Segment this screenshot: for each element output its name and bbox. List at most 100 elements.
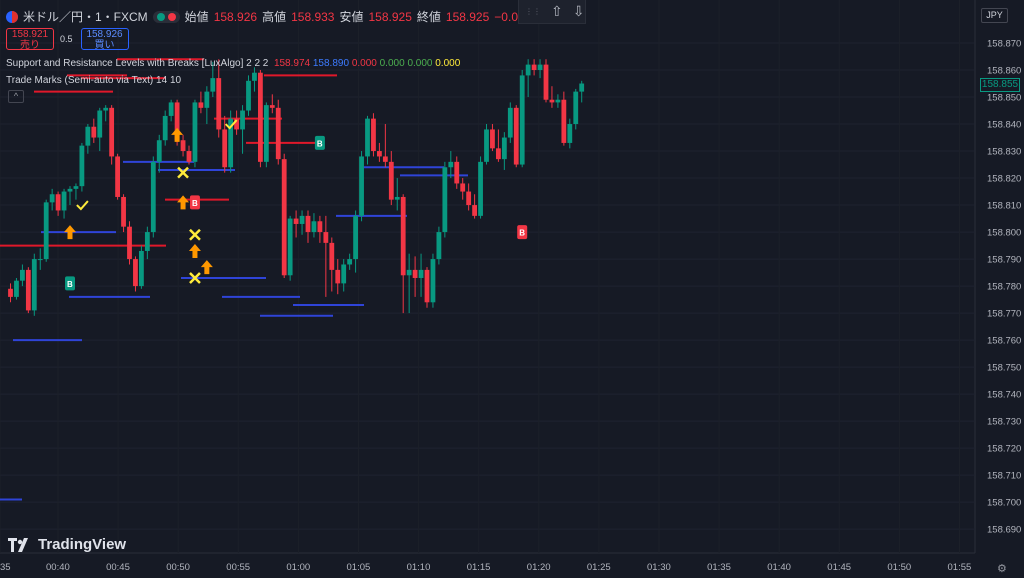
candle	[210, 61, 216, 98]
symbol-title[interactable]: 米ドル／円・1・FXCM	[23, 10, 148, 24]
candle-body	[329, 242, 335, 270]
candle-body	[353, 215, 358, 260]
candle-body	[228, 118, 234, 168]
candle	[406, 253, 412, 314]
candle	[55, 191, 61, 216]
break-badge	[517, 225, 528, 240]
sell-button[interactable]: 158.921 売り	[6, 28, 54, 50]
break-badge-label: B	[317, 139, 323, 148]
candle	[79, 142, 85, 192]
candle	[299, 210, 305, 235]
candle	[472, 194, 477, 219]
indicator-sr-legend[interactable]: Support and Resistance Levels with Break…	[6, 58, 460, 69]
arrow-down-icon[interactable]: ⇩	[572, 3, 585, 19]
candle-body	[85, 126, 91, 146]
candle-body	[14, 280, 19, 297]
candle-body	[496, 148, 501, 160]
candle-body	[501, 137, 507, 160]
candle	[8, 283, 13, 303]
arrow-up-icon[interactable]: ⇧	[551, 3, 563, 19]
candle	[73, 183, 79, 200]
currency-selector[interactable]: JPY	[981, 8, 1008, 23]
candle	[567, 118, 573, 149]
candle	[234, 110, 239, 135]
candle	[400, 194, 406, 314]
market-status-icon	[156, 12, 165, 21]
candle-body	[579, 83, 585, 92]
candle	[37, 248, 43, 270]
candle-body	[115, 156, 120, 197]
candle-body	[430, 259, 436, 303]
candle	[222, 115, 228, 173]
candle	[412, 256, 418, 297]
collapse-legend-button[interactable]: ^	[8, 90, 24, 103]
break-badge-label: B	[519, 229, 525, 238]
candle-body	[478, 161, 483, 216]
tradingview-logo-icon	[8, 537, 28, 552]
candle-body	[519, 75, 525, 165]
drag-handle-icon[interactable]: ⋮⋮	[525, 7, 541, 16]
candle-body	[406, 269, 412, 276]
candle	[127, 221, 132, 265]
candle	[204, 86, 210, 125]
candle-body	[269, 105, 275, 108]
candle-body	[127, 226, 132, 260]
candle	[430, 253, 436, 308]
tradingview-logo[interactable]: TradingView	[8, 536, 126, 553]
break-badge-label: B	[192, 199, 198, 208]
candle-body	[299, 215, 305, 224]
candle	[293, 210, 299, 238]
candle-body	[73, 186, 79, 189]
sell-price: 158.921	[11, 29, 49, 40]
candle-body	[246, 80, 251, 111]
candle-body	[490, 129, 495, 149]
candle	[269, 94, 275, 114]
candle-body	[513, 107, 519, 165]
candle	[263, 102, 269, 168]
candle-body	[424, 269, 430, 303]
candle-body	[537, 64, 543, 71]
candle	[121, 194, 126, 233]
candle	[192, 99, 198, 168]
candle-body	[311, 221, 317, 233]
candle	[329, 237, 335, 292]
candle-body	[216, 78, 222, 130]
candle-body	[442, 167, 448, 233]
candle-body	[192, 102, 198, 162]
time-tick-label: 01:35	[707, 562, 731, 573]
open-label: 始値	[184, 10, 209, 24]
candle-body	[305, 215, 311, 233]
indicator-sr-value-4: 0.000	[379, 58, 405, 69]
ohlc-bar: 米ドル／円・1・FXCM 始値 158.926 高値 158.933 安値 158.9…	[6, 8, 584, 25]
candle	[240, 105, 245, 154]
candle	[359, 151, 364, 222]
candle	[531, 59, 537, 76]
status-indicator[interactable]	[152, 10, 180, 23]
candle-body	[377, 151, 382, 157]
candle	[377, 142, 382, 162]
indicator-sr-value-5: 0.000	[407, 58, 433, 69]
price-tick-label: 158.780	[987, 282, 1021, 293]
candle	[281, 153, 287, 278]
price-tick-label: 158.770	[987, 309, 1021, 320]
price-tick-label: 158.820	[987, 174, 1021, 185]
time-tick-label: 00:40	[46, 562, 70, 573]
candle-body	[8, 288, 13, 297]
time-tick-label: 01:40	[767, 562, 791, 573]
candle-body	[144, 232, 150, 251]
candle	[442, 161, 448, 238]
candle-body	[168, 102, 174, 116]
exit-cross-icon	[189, 272, 201, 284]
time-tick-label: 35	[0, 562, 11, 573]
candle	[133, 256, 138, 292]
high-value: 158.933	[291, 9, 335, 24]
price-tick-label: 158.720	[987, 444, 1021, 455]
indicator-trademarks-legend[interactable]: Trade Marks (Semi-auto via Text) 14 10	[6, 75, 181, 86]
candle-body	[55, 194, 61, 211]
buy-arrow-icon	[171, 127, 184, 142]
candle	[43, 199, 49, 262]
settings-gear-icon[interactable]: ⚙	[997, 563, 1007, 575]
buy-button[interactable]: 158.926 買い	[80, 28, 129, 50]
candle	[573, 88, 579, 130]
